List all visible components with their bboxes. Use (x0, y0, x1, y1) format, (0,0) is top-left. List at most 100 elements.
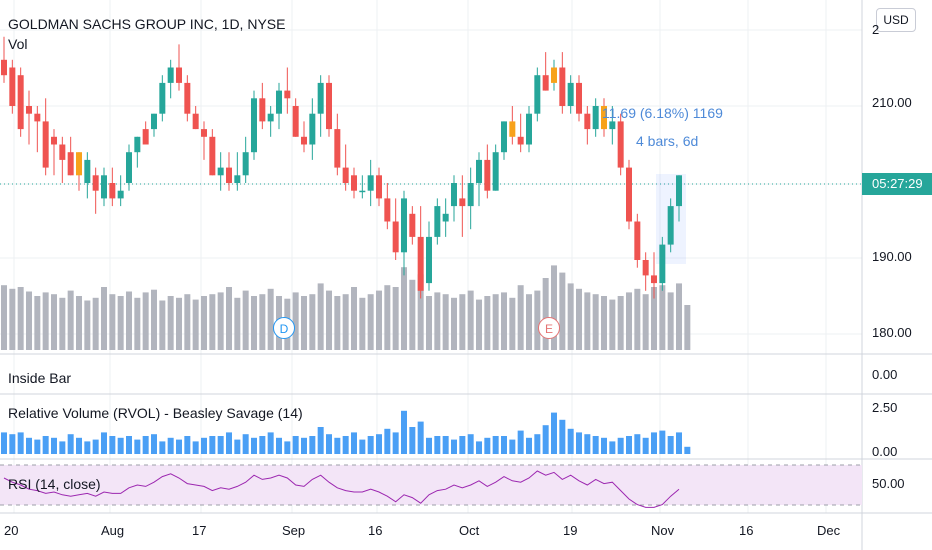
rvol-bar (309, 436, 316, 454)
volume-bar (551, 265, 557, 350)
volume-bar (17, 287, 24, 350)
rvol-bar (51, 437, 57, 454)
rvol-label: Relative Volume (RVOL) - Beasley Savage … (8, 405, 303, 421)
candle-body (384, 198, 391, 222)
candle-body (92, 175, 99, 191)
candle-body (467, 183, 474, 207)
volume-bar (426, 296, 432, 350)
rvol-bar (551, 412, 557, 454)
candle-body (342, 167, 349, 183)
candle-body (17, 75, 24, 130)
rvol-bar (251, 437, 257, 454)
candle-body (542, 75, 549, 91)
volume-bar (626, 292, 632, 350)
rvol-bar (192, 441, 199, 454)
rvol-bar (226, 432, 232, 454)
volume-bar (9, 288, 16, 350)
rvol-bar (576, 432, 582, 454)
rvol-bar (234, 439, 241, 454)
rvol-tick: 2.50 (872, 400, 898, 415)
candle-body (501, 121, 507, 153)
candle-body (209, 136, 216, 176)
rvol-bar (584, 434, 591, 454)
rvol-bar (201, 437, 207, 454)
volume-bar (526, 294, 532, 350)
rvol-bar (92, 439, 99, 454)
inside-bar-tick: 0.00 (872, 367, 898, 382)
volume-bar (42, 292, 49, 350)
rvol-bar (292, 436, 299, 454)
rvol-bar (534, 434, 541, 454)
earnings-marker[interactable]: E (538, 317, 560, 339)
candles (1, 36, 682, 299)
candle-body (434, 206, 441, 237)
candle-body (584, 113, 591, 130)
volume-bar (259, 294, 266, 350)
rvol-bar (684, 446, 691, 454)
rvol-bar (26, 437, 32, 454)
candle-body (126, 152, 132, 183)
volume-bar (251, 296, 257, 350)
candle-body (117, 190, 124, 199)
rvol-bar (592, 436, 599, 454)
candle-body (392, 221, 399, 253)
rvol-bar (617, 437, 624, 454)
rvol-bar (626, 436, 632, 454)
volume-bar (609, 299, 616, 350)
current-price-tag: 05:27:29 (862, 173, 932, 195)
candle-body (667, 206, 674, 245)
candle-body (284, 90, 291, 99)
rvol-bar (334, 437, 341, 454)
candle-body (634, 221, 641, 260)
dividend-marker[interactable]: D (273, 317, 295, 339)
volume-bar (267, 288, 274, 350)
volume-bar (167, 296, 174, 350)
volume-bar (117, 296, 124, 350)
rvol-bar (676, 432, 682, 454)
candle-body (651, 275, 657, 284)
rvol-bar (1, 432, 7, 454)
volume-bar (651, 287, 657, 350)
volume-bar (476, 299, 482, 350)
candle-body (101, 175, 107, 199)
volume-bar (317, 283, 324, 350)
volume-bar (617, 296, 624, 350)
volume-bar (1, 285, 7, 350)
rvol-bar (326, 434, 332, 454)
candle-body (9, 67, 16, 106)
volume-bar (109, 294, 116, 350)
rvol-bar (209, 436, 216, 454)
rvol-tick: 0.00 (872, 444, 898, 459)
candle-body (251, 98, 257, 153)
time-tick: 17 (192, 523, 207, 538)
measurement-bars: 4 bars, 6d (636, 133, 699, 149)
rvol-bar (167, 437, 174, 454)
rvol-bar (651, 432, 657, 454)
rvol-bar (467, 434, 474, 454)
rvol-bar (509, 439, 516, 454)
volume-bar (134, 297, 141, 350)
currency-button[interactable]: USD (876, 8, 916, 32)
candle-body (551, 67, 557, 83)
rvol-bar (101, 432, 107, 454)
rvol-bar (642, 437, 649, 454)
volume-bar (101, 287, 107, 350)
candle-body (67, 152, 74, 176)
candle-body (276, 90, 282, 114)
volume-bar (34, 296, 41, 350)
rvol-bar (42, 436, 49, 454)
candle-body (517, 136, 524, 145)
volume-bar (367, 294, 374, 350)
candle-body (184, 82, 191, 114)
volume-bar (26, 291, 32, 350)
time-tick: 20 (4, 523, 19, 538)
rvol-bar (176, 439, 182, 454)
rvol-bar (67, 434, 74, 454)
volume-bar (542, 278, 549, 350)
time-tick: Sep (282, 523, 306, 538)
volume-bar (467, 290, 474, 350)
candle-body (659, 244, 666, 284)
rvol-bar (184, 436, 191, 454)
candle-body (617, 121, 624, 168)
